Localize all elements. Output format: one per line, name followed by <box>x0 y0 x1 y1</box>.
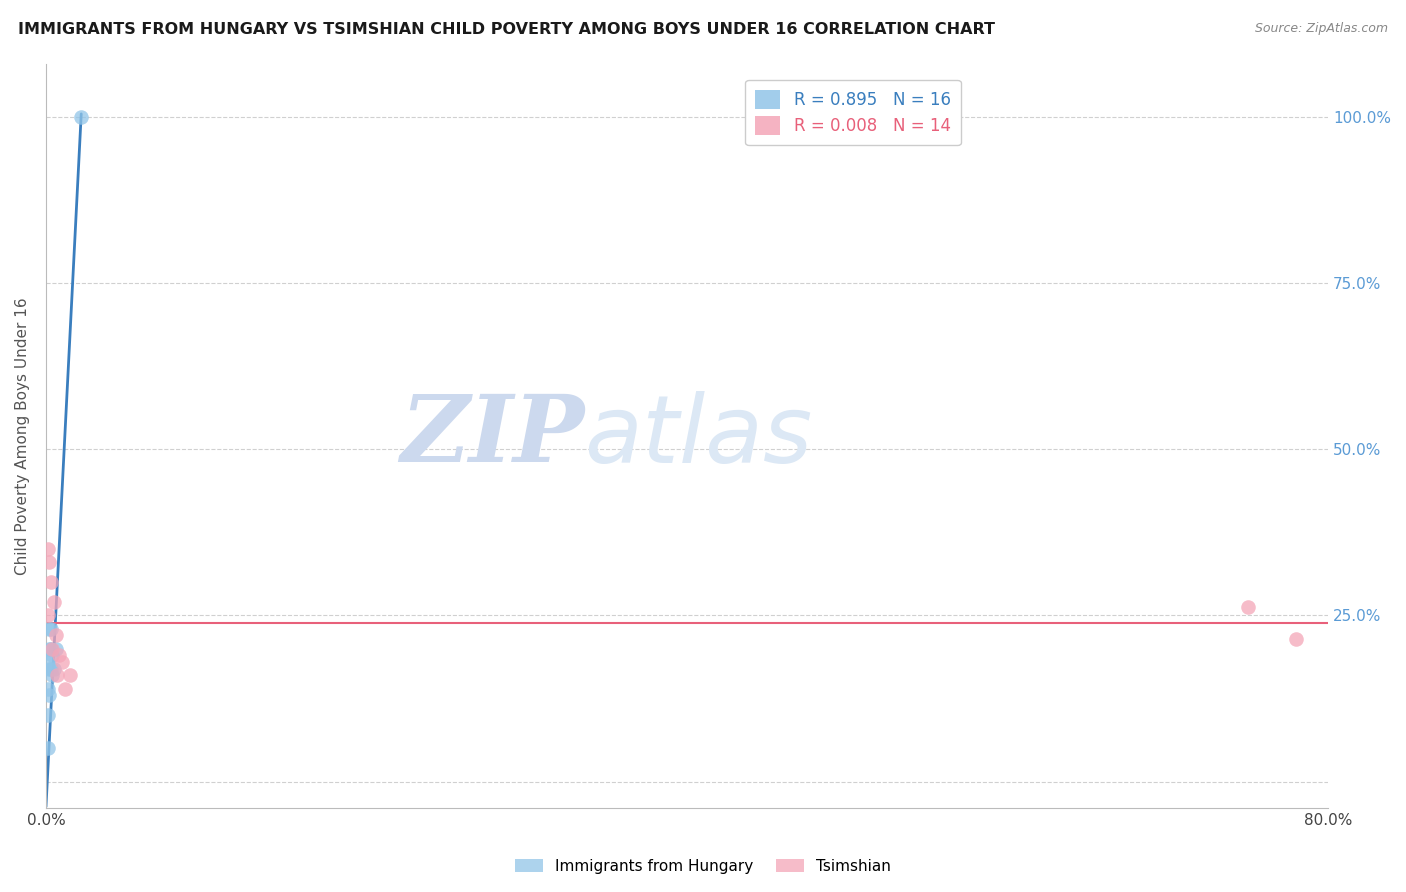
Text: ZIP: ZIP <box>401 391 585 481</box>
Point <box>37 681 59 696</box>
Point <box>39 641 62 656</box>
Point <box>51 655 73 669</box>
Legend: Immigrants from Hungary, Tsimshian: Immigrants from Hungary, Tsimshian <box>509 853 897 880</box>
Point <box>37 708 59 723</box>
Point <box>37 741 59 756</box>
Point <box>37 541 59 556</box>
Point <box>38 641 60 656</box>
Y-axis label: Child Poverty Among Boys Under 16: Child Poverty Among Boys Under 16 <box>15 297 30 574</box>
Text: atlas: atlas <box>585 391 813 482</box>
Point <box>41 648 63 663</box>
Point <box>70 110 93 124</box>
Point <box>45 641 67 656</box>
Point <box>1237 600 1260 615</box>
Point <box>1285 632 1308 646</box>
Point <box>38 622 60 636</box>
Point <box>42 595 65 609</box>
Point <box>39 622 62 636</box>
Point <box>38 662 60 676</box>
Point <box>59 668 82 682</box>
Point <box>37 655 59 669</box>
Point <box>53 681 76 696</box>
Legend: R = 0.895   N = 16, R = 0.008   N = 14: R = 0.895 N = 16, R = 0.008 N = 14 <box>745 79 960 145</box>
Text: IMMIGRANTS FROM HUNGARY VS TSIMSHIAN CHILD POVERTY AMONG BOYS UNDER 16 CORRELATI: IMMIGRANTS FROM HUNGARY VS TSIMSHIAN CHI… <box>18 22 995 37</box>
Point <box>39 575 62 590</box>
Point <box>38 688 60 702</box>
Point <box>38 555 60 569</box>
Point <box>37 608 59 623</box>
Point <box>48 648 70 663</box>
Text: Source: ZipAtlas.com: Source: ZipAtlas.com <box>1254 22 1388 36</box>
Point <box>42 662 65 676</box>
Point <box>45 628 67 642</box>
Point <box>41 641 63 656</box>
Point <box>39 662 62 676</box>
Point <box>46 668 69 682</box>
Point <box>41 668 63 682</box>
